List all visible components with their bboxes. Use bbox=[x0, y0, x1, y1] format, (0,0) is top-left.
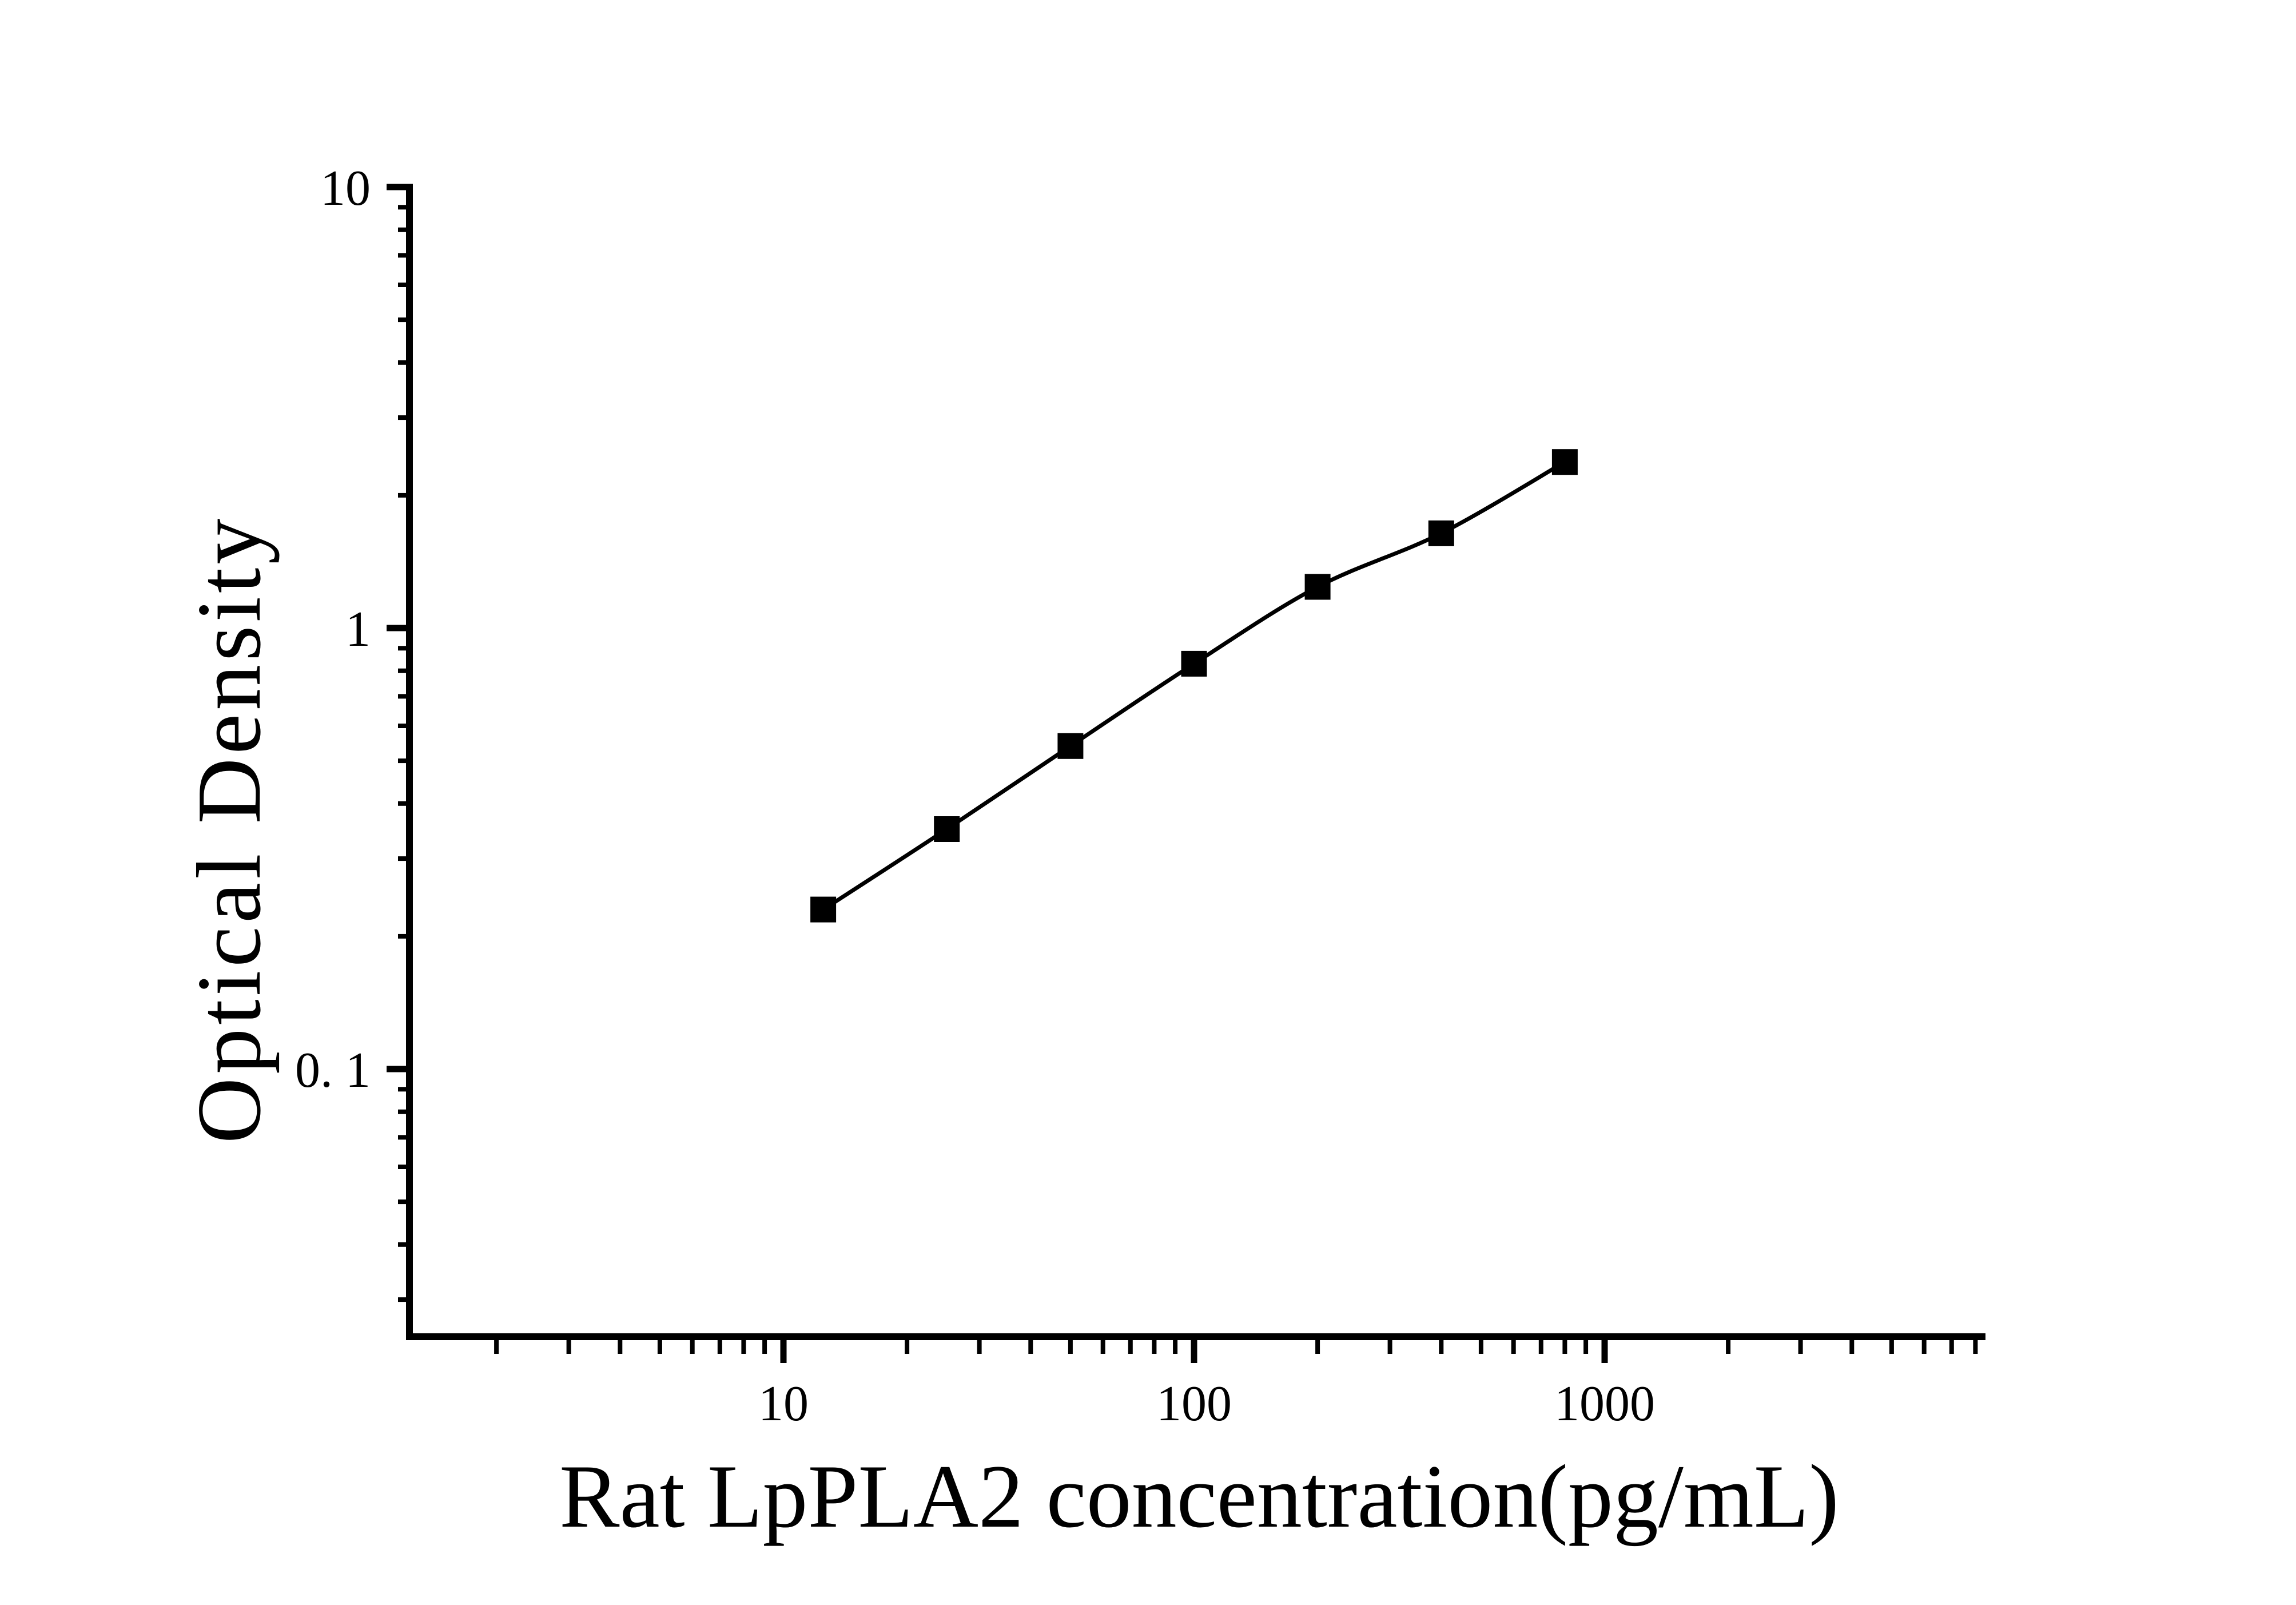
x-minor-tick bbox=[1100, 1340, 1105, 1354]
x-minor-tick bbox=[1068, 1340, 1073, 1354]
y-minor-tick bbox=[398, 933, 413, 939]
y-minor-tick bbox=[398, 1297, 413, 1302]
x-minor-tick bbox=[1562, 1340, 1567, 1354]
x-minor-tick bbox=[657, 1340, 662, 1354]
y-minor-tick bbox=[398, 253, 413, 258]
axes bbox=[406, 184, 1985, 1340]
x-minor-tick bbox=[1439, 1340, 1444, 1354]
y-minor-tick bbox=[398, 801, 413, 806]
y-minor-tick bbox=[398, 1109, 413, 1114]
y-tick-labels: 10 1 0. 1 bbox=[295, 161, 371, 1098]
x-minor-tick bbox=[1949, 1340, 1954, 1354]
x-major-tick bbox=[780, 1340, 787, 1363]
y-minor-tick bbox=[398, 1087, 413, 1092]
x-minor-tick bbox=[1511, 1340, 1516, 1354]
y-tick-label: 0. 1 bbox=[295, 1043, 371, 1098]
x-minor-tick bbox=[905, 1340, 910, 1354]
x-minor-tick bbox=[1973, 1340, 1978, 1354]
data-point-markers bbox=[810, 449, 1578, 923]
x-minor-tick bbox=[1478, 1340, 1483, 1354]
y-tick-label: 1 bbox=[345, 602, 371, 657]
data-point-marker bbox=[1551, 449, 1578, 475]
x-axis-line bbox=[406, 1333, 1985, 1340]
x-axis-title: Rat LpPLA2 concentration(pg/mL) bbox=[559, 1447, 1839, 1547]
x-minor-tick bbox=[494, 1340, 499, 1354]
y-minor-tick bbox=[398, 1199, 413, 1205]
y-major-tick bbox=[387, 1066, 413, 1072]
x-minor-tick bbox=[618, 1340, 623, 1354]
x-minor-tick bbox=[977, 1340, 982, 1354]
x-minor-tick bbox=[1387, 1340, 1392, 1354]
x-tick-labels: 10 100 1000 bbox=[758, 1376, 1655, 1432]
x-minor-tick bbox=[690, 1340, 695, 1354]
x-minor-tick bbox=[1726, 1340, 1731, 1354]
y-minor-tick bbox=[398, 415, 413, 420]
y-minor-tick bbox=[398, 724, 413, 728]
x-tick-label: 1000 bbox=[1554, 1376, 1655, 1432]
x-minor-tick bbox=[1128, 1340, 1133, 1354]
x-minor-tick bbox=[1921, 1340, 1927, 1354]
data-point-marker bbox=[934, 816, 960, 842]
x-minor-tick bbox=[717, 1340, 722, 1354]
x-minor-tick bbox=[741, 1340, 746, 1354]
x-minor-tick bbox=[762, 1340, 767, 1354]
x-minor-tick bbox=[1173, 1340, 1178, 1354]
x-major-tick bbox=[1191, 1340, 1197, 1363]
y-minor-tick bbox=[398, 668, 413, 673]
x-minor-tick bbox=[1798, 1340, 1803, 1354]
x-minor-tick bbox=[566, 1340, 571, 1354]
data-point-marker bbox=[1181, 650, 1207, 677]
y-minor-tick bbox=[398, 205, 413, 210]
y-minor-tick bbox=[398, 317, 413, 323]
y-minor-tick bbox=[398, 646, 413, 651]
data-point-marker bbox=[1304, 574, 1331, 600]
y-minor-tick bbox=[398, 227, 413, 232]
y-minor-tick bbox=[398, 856, 413, 861]
y-axis-title: Optical Density bbox=[178, 515, 280, 1144]
x-axis-ticks bbox=[494, 1340, 1978, 1363]
data-point-marker bbox=[1057, 733, 1084, 759]
y-minor-tick bbox=[398, 360, 413, 365]
data-point-marker bbox=[810, 896, 837, 923]
y-minor-tick bbox=[398, 492, 413, 498]
x-minor-tick bbox=[1028, 1340, 1033, 1354]
y-major-tick bbox=[387, 625, 413, 631]
y-minor-tick bbox=[398, 1165, 413, 1169]
y-minor-tick bbox=[398, 1135, 413, 1140]
x-major-tick bbox=[1601, 1340, 1608, 1363]
x-minor-tick bbox=[1889, 1340, 1894, 1354]
y-minor-tick bbox=[398, 694, 413, 699]
y-minor-tick bbox=[398, 283, 413, 287]
x-minor-tick bbox=[1849, 1340, 1855, 1354]
x-tick-label: 100 bbox=[1156, 1376, 1232, 1432]
x-minor-tick bbox=[1152, 1340, 1157, 1354]
x-minor-tick bbox=[1538, 1340, 1543, 1354]
x-minor-tick bbox=[1315, 1340, 1320, 1354]
data-point-marker bbox=[1428, 520, 1454, 546]
y-axis-ticks bbox=[387, 184, 413, 1302]
x-tick-label: 10 bbox=[758, 1376, 809, 1432]
y-minor-tick bbox=[398, 758, 413, 764]
x-minor-tick bbox=[1583, 1340, 1589, 1354]
y-major-tick bbox=[387, 184, 413, 190]
y-minor-tick bbox=[398, 1242, 413, 1247]
y-tick-label: 10 bbox=[320, 161, 371, 216]
